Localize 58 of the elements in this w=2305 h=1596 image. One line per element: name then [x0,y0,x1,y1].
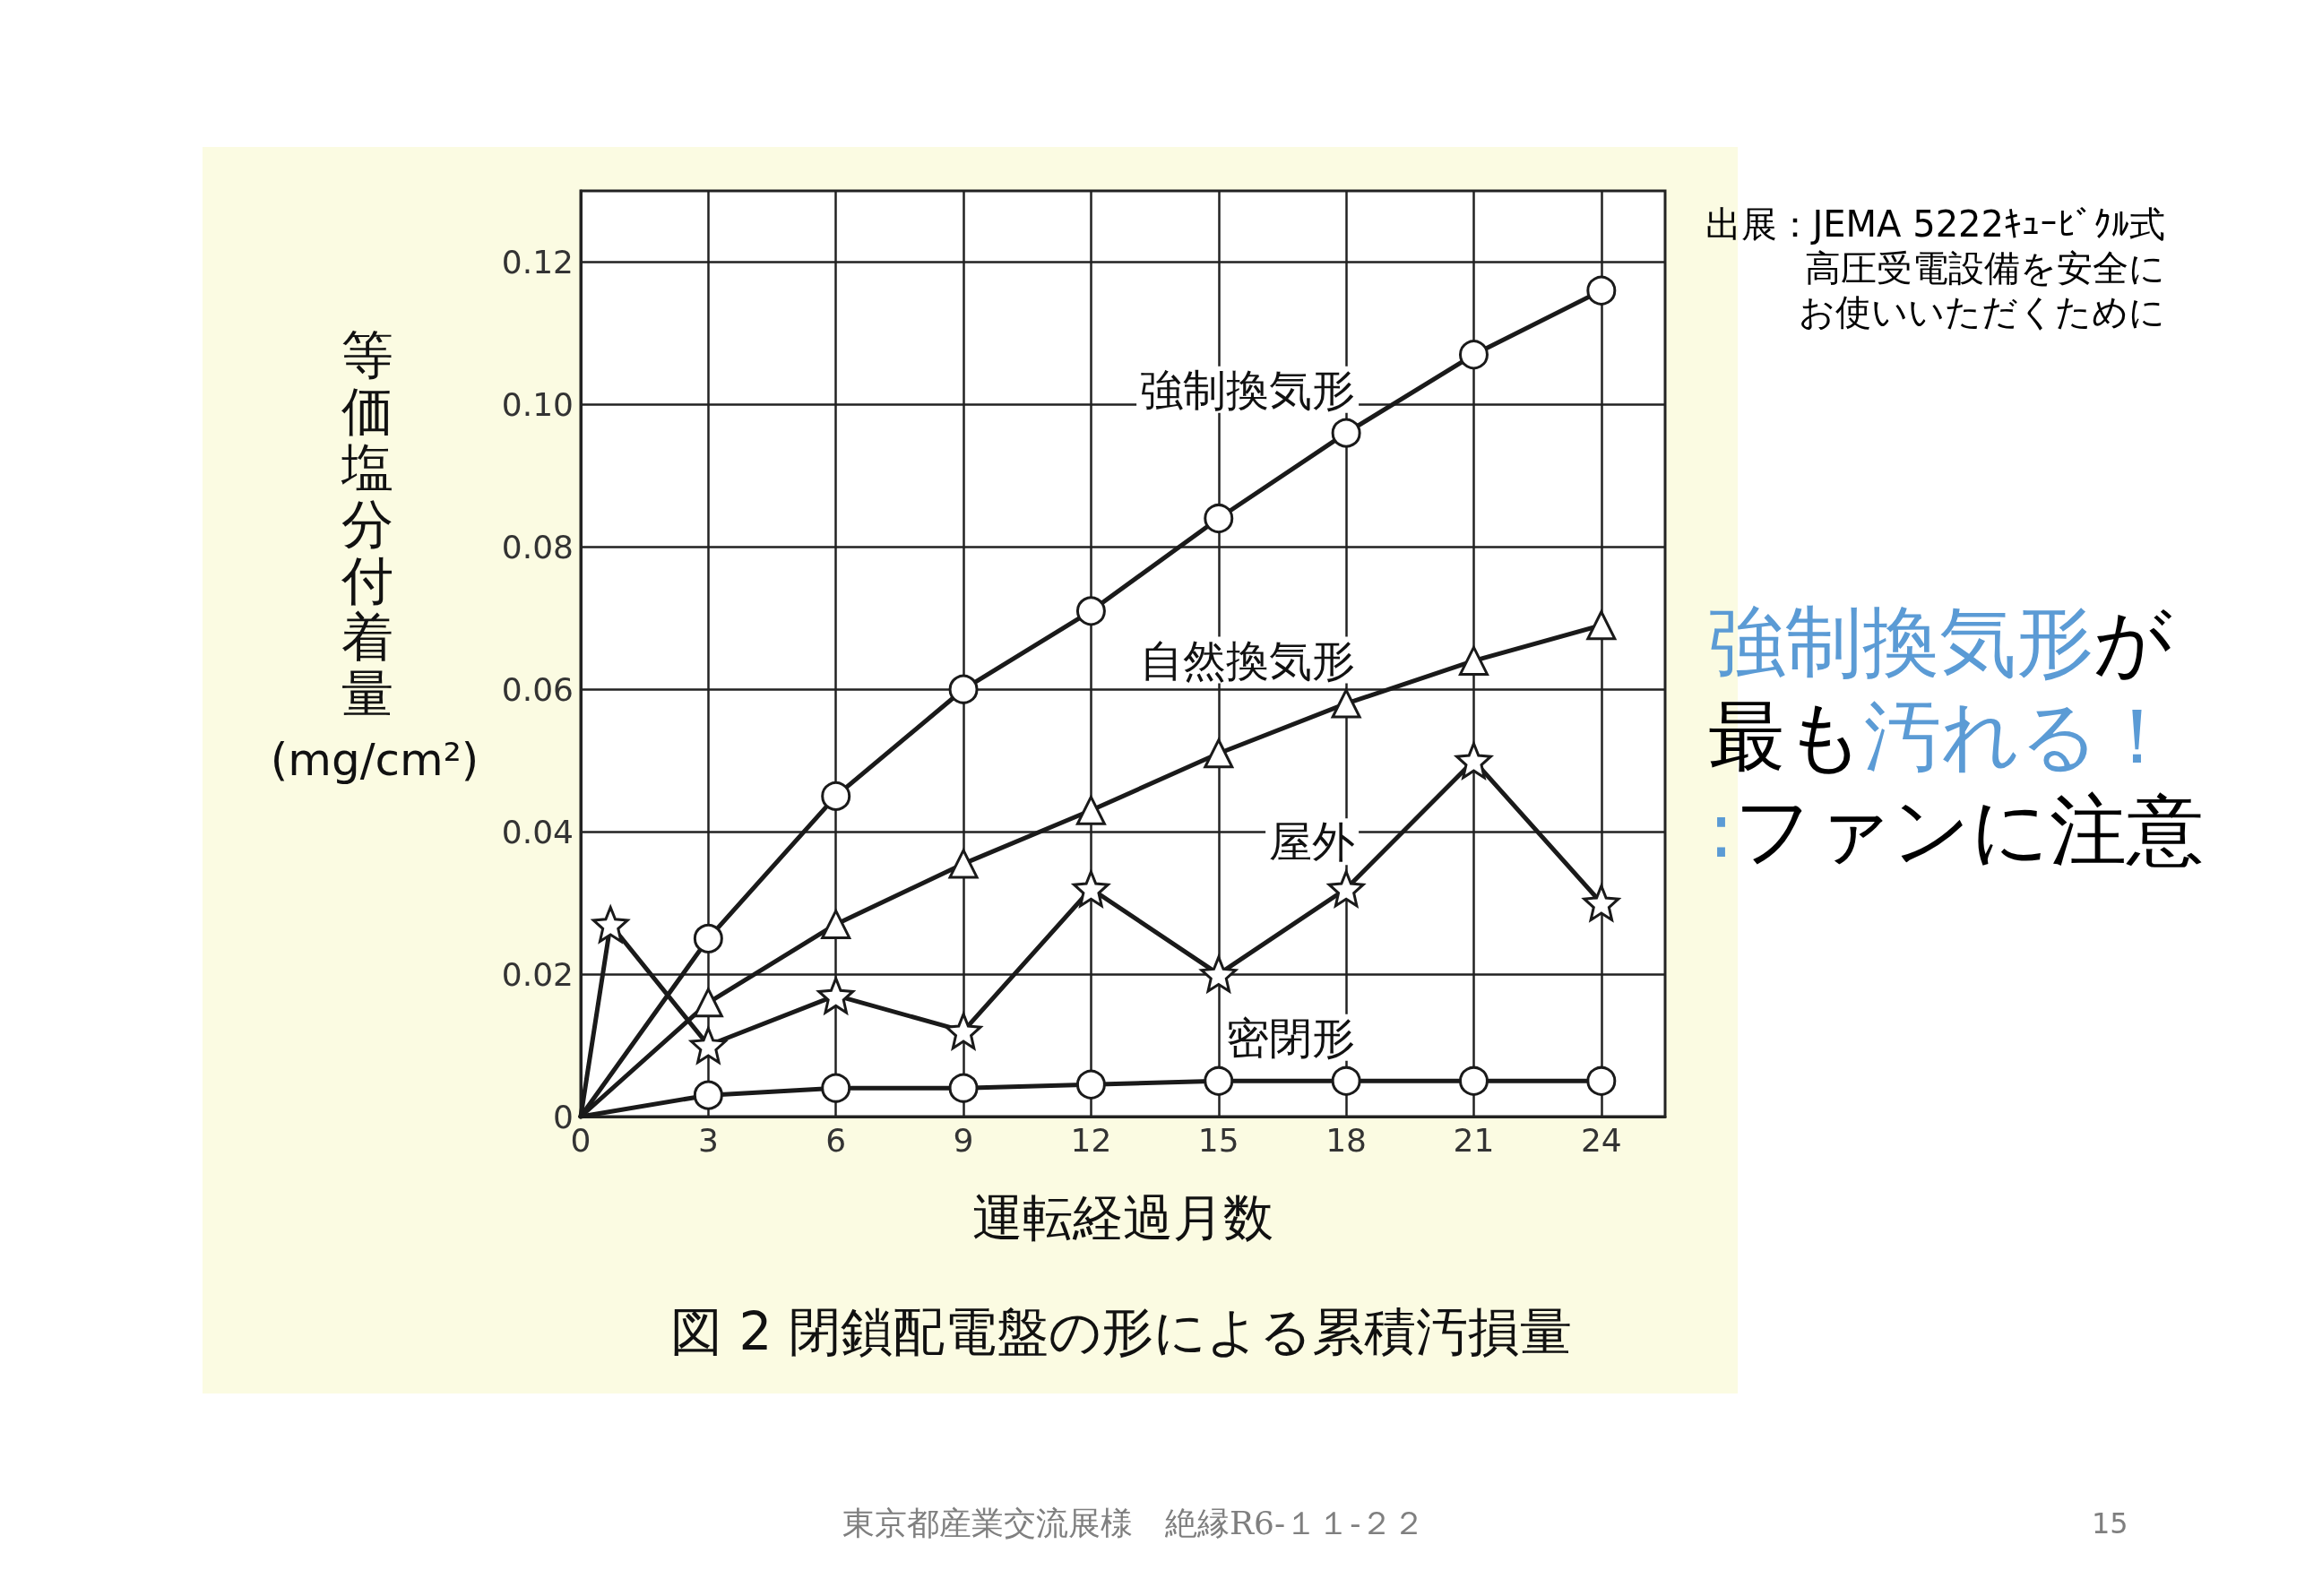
point [693,1080,723,1110]
x-tick-label: 21 [1453,1121,1495,1159]
series-label: 密閉形 [1226,1012,1356,1063]
x-tick-label: 6 [825,1121,847,1159]
x-tick-label: 9 [953,1121,974,1159]
y-tick-label: 0.08 [501,528,574,565]
point [1331,688,1361,719]
y-tick-label: 0.04 [501,813,574,850]
point [948,849,979,879]
point [1331,418,1361,448]
y-tick-label: 0.12 [501,243,574,280]
x-axis-title: 運転経過月数 [972,1187,1273,1247]
point [1586,610,1617,641]
y-tick-label: 0.10 [501,385,574,423]
text: 図 2 閉鎖配電盤の形による累積汚損量 [670,1301,1572,1362]
point [1075,596,1106,626]
point [1204,1065,1234,1096]
point [821,781,851,811]
point [693,988,723,1018]
x-tick-label: 12 [1070,1121,1112,1159]
series-label: 自然換気形 [1140,634,1356,686]
point [693,923,723,953]
point [948,674,979,704]
point [816,976,857,1016]
y-axis-title: 等価塩分付着量 (mg/cm²) [270,324,479,786]
point [1204,504,1234,534]
x-tick-label: 18 [1325,1121,1368,1159]
y-tick-label: 0.02 [501,955,574,993]
text: 東京都産業交流展様 絶縁R6-１１-２２ [842,1505,1426,1541]
point [1198,953,1239,995]
text: お使いいただくために [1799,291,2165,332]
x-tick-label: 24 [1580,1121,1622,1159]
text: 強制換気形が [1708,597,2172,686]
point [821,1073,851,1103]
point [1586,275,1617,306]
series-label: 屋外 [1269,816,1356,867]
point [1459,340,1489,370]
point [1586,1065,1617,1096]
y-tick-label: 0.06 [501,670,574,708]
point [590,903,631,945]
point [1331,1065,1361,1096]
point [1458,645,1489,676]
point [1204,738,1234,769]
point [1075,795,1106,825]
x-tick-label: 3 [697,1121,719,1159]
x-tick-label: 15 [1197,1121,1239,1159]
text: 15 [2092,1506,2128,1540]
point [821,909,851,939]
series-label: 強制換気形 [1140,364,1356,415]
point [1459,1065,1489,1096]
point [1075,1069,1106,1100]
point [1325,868,1367,909]
text: 最も汚れる！ [1708,691,2176,781]
text: 高圧受電設備を安全に [1805,247,2165,289]
text: :ファンに注意 [1708,785,2204,875]
point [948,1073,979,1103]
text: 出展：JEMA 5222ｷｭｰﾋﾞｸﾙ式 [1705,203,2165,245]
y-tick-label: 0 [553,1098,574,1135]
